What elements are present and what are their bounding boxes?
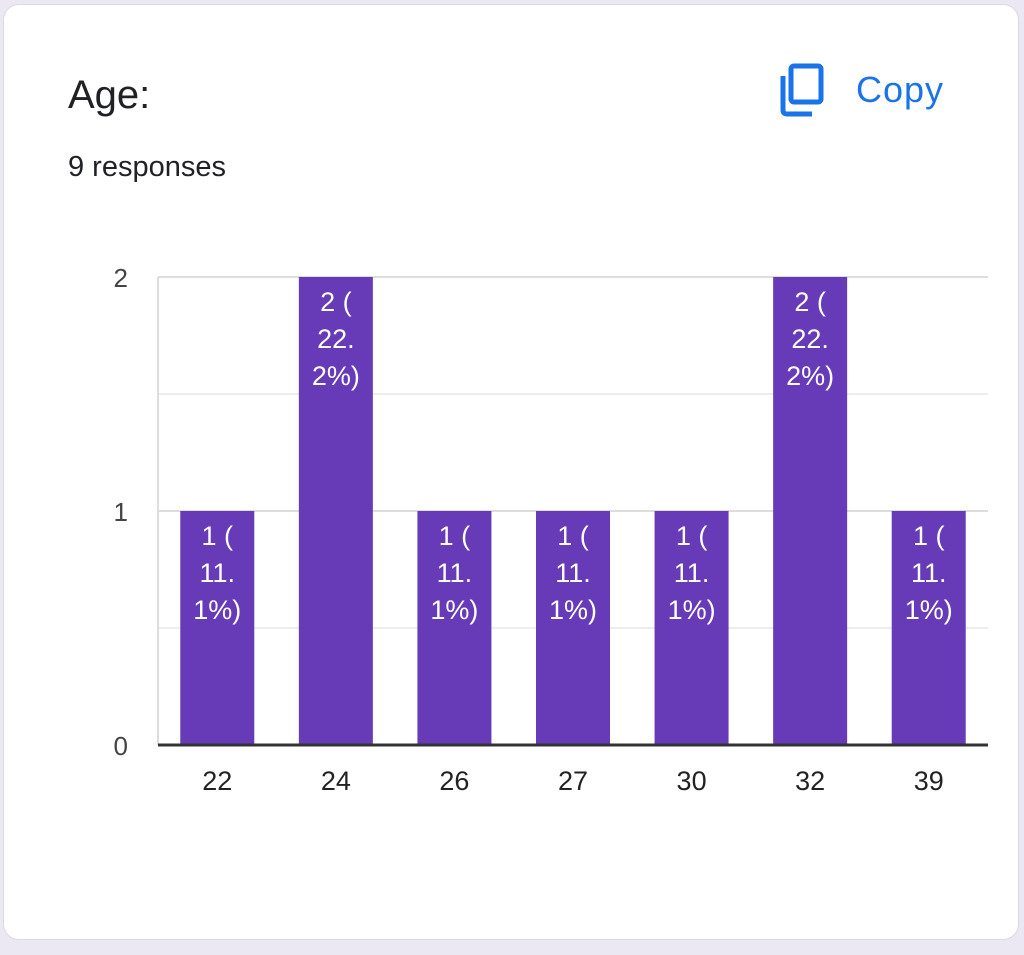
question-title: Age: — [68, 73, 151, 117]
data-label: 1 ( — [676, 521, 708, 551]
data-label: 1 ( — [557, 521, 589, 551]
x-tick-label: 39 — [914, 766, 944, 796]
data-label: 11. — [437, 558, 473, 588]
bar — [417, 511, 492, 745]
x-tick-label: 26 — [439, 766, 469, 796]
bar — [536, 511, 610, 745]
y-tick-label: 0 — [114, 731, 128, 761]
data-label: 1%) — [549, 595, 597, 625]
data-label: 2%) — [312, 361, 360, 391]
x-tick-label: 22 — [202, 766, 232, 796]
data-label: 1 ( — [202, 521, 234, 551]
data-label: 11. — [555, 558, 591, 588]
data-label: 11. — [911, 558, 947, 588]
data-label: 11. — [674, 558, 710, 588]
x-tick-label: 24 — [321, 766, 351, 796]
y-tick-label: 1 — [114, 497, 128, 527]
copy-icon — [780, 63, 824, 117]
data-label: 22. — [317, 324, 355, 354]
data-label: 22. — [791, 324, 829, 354]
data-label: 1%) — [430, 595, 478, 625]
x-tick-label: 30 — [677, 766, 707, 796]
data-label: 2%) — [786, 361, 834, 391]
x-tick-label: 32 — [795, 766, 825, 796]
data-label: 1 ( — [439, 521, 471, 551]
bar — [891, 511, 966, 745]
y-tick-label: 2 — [114, 263, 128, 293]
copy-label: Copy — [856, 69, 945, 110]
x-tick-label: 27 — [558, 766, 588, 796]
copy-chart-button[interactable]: Copy — [776, 61, 944, 119]
question-summary-card: Age: 9 responses Copy — [3, 4, 1019, 940]
bar — [654, 511, 729, 745]
bar — [298, 277, 373, 745]
data-label: 1 ( — [913, 521, 945, 551]
data-label: 11. — [200, 558, 236, 588]
data-label: 1%) — [193, 595, 241, 625]
data-label: 2 ( — [320, 287, 352, 317]
data-label: 1%) — [668, 595, 716, 625]
response-count: 9 responses — [68, 151, 226, 183]
bar — [773, 277, 848, 745]
data-label: 1%) — [905, 595, 953, 625]
bar — [180, 511, 255, 745]
data-label: 2 ( — [794, 287, 826, 317]
